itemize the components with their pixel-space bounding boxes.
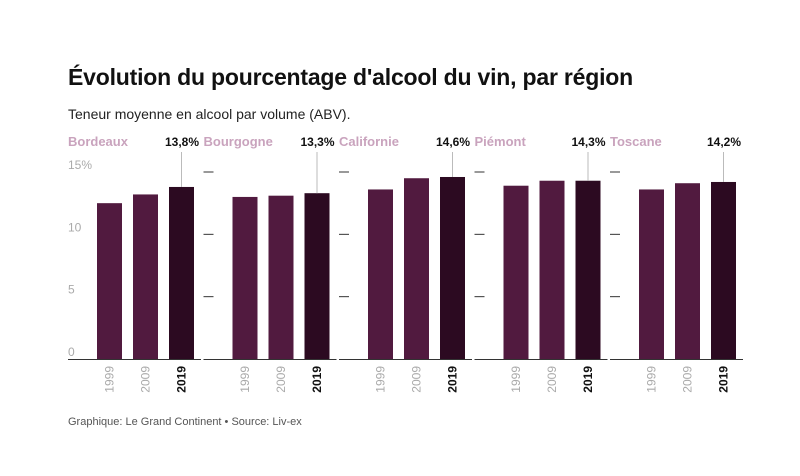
x-tick-label-1999: 1999 bbox=[645, 366, 659, 393]
region-label-toscane: Toscane bbox=[610, 134, 662, 149]
x-tick-label-2019: 2019 bbox=[446, 366, 460, 393]
x-tick-label-2019: 2019 bbox=[175, 366, 189, 393]
annotation-label-piemont: 14,3% bbox=[571, 135, 605, 149]
bar-bourgogne-2019 bbox=[304, 193, 330, 359]
x-tick-label-2009: 2009 bbox=[139, 366, 153, 393]
x-tick-label-2019: 2019 bbox=[581, 366, 595, 393]
bar-californie-2009 bbox=[404, 178, 429, 359]
x-tick-label-2009: 2009 bbox=[274, 366, 288, 393]
chart-title: Évolution du pourcentage d'alcool du vin… bbox=[68, 64, 633, 90]
bar-californie-2019 bbox=[440, 176, 465, 359]
bar-toscane-2009 bbox=[675, 183, 700, 359]
chart-subtitle: Teneur moyenne en alcool par volume (ABV… bbox=[68, 106, 351, 122]
annotation-label-californie: 14,6% bbox=[436, 135, 470, 149]
bar-bordeaux-2009 bbox=[133, 194, 158, 359]
bar-toscane-1999 bbox=[639, 189, 664, 359]
region-label-piemont: Piémont bbox=[475, 134, 527, 149]
bar-bordeaux-2019 bbox=[169, 186, 194, 359]
bar-bourgogne-2009 bbox=[268, 195, 294, 359]
x-tick-label-1999: 1999 bbox=[509, 366, 523, 393]
bar-californie-1999 bbox=[368, 189, 393, 359]
x-tick-label-1999: 1999 bbox=[238, 366, 252, 393]
x-tick-label-1999: 1999 bbox=[103, 366, 117, 393]
bar-piemont-2009 bbox=[539, 180, 565, 359]
x-tick-label-2019: 2019 bbox=[717, 366, 731, 393]
region-label-bordeaux: Bordeaux bbox=[68, 134, 129, 149]
x-tick-label-2019: 2019 bbox=[310, 366, 324, 393]
y-tick-label: 15% bbox=[68, 158, 92, 172]
y-tick-label: 10 bbox=[68, 220, 82, 234]
chart-source-footer: Graphique: Le Grand Continent • Source: … bbox=[68, 416, 302, 428]
x-tick-label-1999: 1999 bbox=[374, 366, 388, 393]
bar-piemont-2019 bbox=[575, 180, 601, 359]
x-tick-label-2009: 2009 bbox=[681, 366, 695, 393]
bar-piemont-1999 bbox=[503, 185, 529, 359]
y-tick-label: 5 bbox=[68, 283, 75, 297]
bar-bourgogne-1999 bbox=[232, 196, 258, 359]
bar-toscane-2019 bbox=[711, 181, 736, 359]
x-tick-label-2009: 2009 bbox=[410, 366, 424, 393]
annotation-label-toscane: 14,2% bbox=[707, 135, 741, 149]
bar-bordeaux-1999 bbox=[97, 203, 122, 359]
annotation-label-bourgogne: 13,3% bbox=[300, 135, 334, 149]
annotation-label-bordeaux: 13,8% bbox=[165, 135, 199, 149]
y-tick-label: 0 bbox=[68, 345, 75, 359]
x-tick-label-2009: 2009 bbox=[545, 366, 559, 393]
region-label-californie: Californie bbox=[339, 134, 399, 149]
region-label-bourgogne: Bourgogne bbox=[204, 134, 273, 149]
